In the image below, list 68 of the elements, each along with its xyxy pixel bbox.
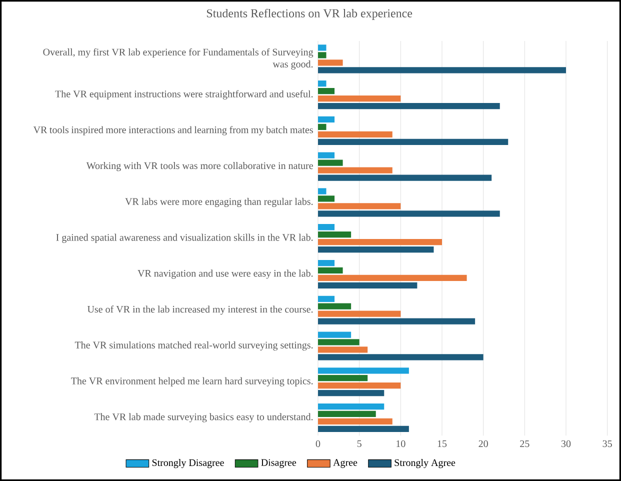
bar (318, 131, 392, 138)
x-tick-label: 20 (478, 440, 488, 448)
y-tick-label: The VR simulations matched real-world surveying settings. (74, 341, 313, 351)
bar (318, 382, 401, 389)
bar (318, 390, 384, 396)
bar (318, 410, 376, 418)
y-tick-label: VR tools inspired more interactions and learning from my batch mates (33, 126, 313, 136)
bar (318, 403, 384, 410)
legend-label: Agree (333, 459, 358, 468)
y-tick-label: VR labs were more engaging than regular labs. (125, 198, 313, 207)
bar (318, 138, 508, 145)
bar (318, 124, 326, 130)
bar (318, 274, 467, 282)
bar (318, 375, 368, 382)
bar (318, 102, 500, 110)
x-tick-label: 5 (357, 440, 362, 448)
y-tick-label: Overall, my first VR lab experience for Fundamentals of Surveying was good. (43, 48, 314, 70)
y-tick-label: The VR environment helped me learn hard surveying topics. (71, 377, 313, 386)
y-tick-label: I gained spatial awareness and visualization skills in the VR lab. (56, 234, 313, 243)
x-tick-label: 0 (316, 440, 320, 448)
bar (318, 67, 566, 74)
y-tick-label: VR navigation and use were easy in the lab. (138, 270, 313, 279)
bar (318, 203, 401, 210)
bar (318, 418, 392, 425)
y-tick-label: Working with VR tools was more collaborative in nature (86, 162, 313, 172)
legend-label: Strongly Disagree (152, 459, 224, 468)
y-tick-label: Use of VR in the lab increased my interest in the course. (87, 305, 313, 315)
bar (318, 339, 360, 346)
legend-label: Strongly Agree (394, 459, 456, 468)
x-tick-label: 35 (602, 440, 612, 448)
bar (318, 368, 409, 374)
bar (318, 282, 418, 288)
bar (318, 426, 409, 432)
legend-label: Disagree (261, 459, 296, 468)
bar (318, 196, 335, 202)
x-tick-label: 10 (396, 440, 406, 448)
bar (318, 267, 343, 274)
bar (318, 246, 434, 253)
bar (318, 188, 326, 194)
bar (318, 160, 343, 166)
bar (318, 60, 343, 66)
bar (318, 310, 401, 317)
bar (318, 238, 442, 246)
bar (318, 167, 392, 174)
bar (318, 232, 352, 238)
x-tick-label: 30 (561, 440, 571, 448)
bar (318, 80, 326, 87)
chart-title: Students Reflections on VR lab experience (206, 8, 412, 20)
bar (318, 44, 326, 51)
bar (318, 174, 492, 181)
bar (318, 260, 335, 266)
bar (318, 95, 401, 102)
bar (318, 296, 335, 302)
bar (318, 88, 335, 94)
bar (318, 224, 335, 230)
bar (318, 354, 484, 360)
y-tick-label: The VR lab made surveying basics easy to understand. (94, 413, 313, 422)
bar (318, 52, 326, 58)
bar (318, 346, 368, 353)
y-tick-label: The VR equipment instructions were straightforward and useful. (55, 90, 313, 100)
bar (318, 318, 476, 324)
bar (318, 116, 335, 123)
bar (318, 303, 352, 310)
x-tick-label: 25 (520, 440, 530, 448)
bar (318, 332, 352, 338)
bar (318, 210, 500, 217)
x-tick-label: 15 (438, 440, 447, 448)
bar (318, 152, 335, 158)
